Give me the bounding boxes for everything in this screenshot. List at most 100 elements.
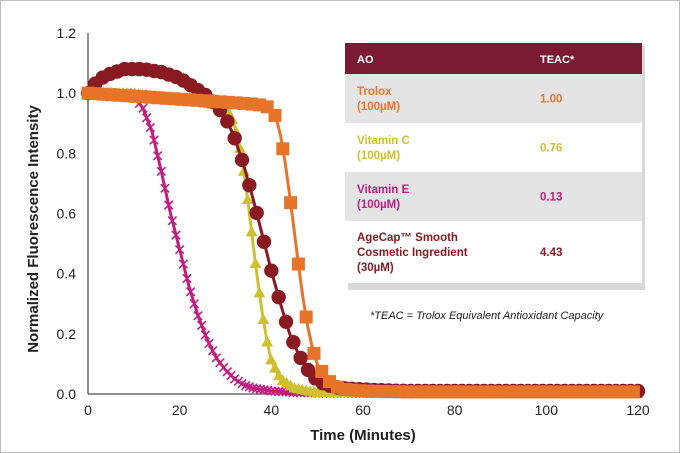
data-point-circle bbox=[256, 234, 272, 249]
data-point-square bbox=[268, 108, 282, 122]
x-tick-label: 20 bbox=[172, 402, 188, 418]
table-cell-ao: AgeCap™ Smooth bbox=[357, 232, 458, 244]
data-point-triangle bbox=[257, 313, 270, 325]
data-point-x bbox=[178, 259, 189, 269]
table-cell-teac: 0.76 bbox=[540, 143, 562, 155]
table-row bbox=[345, 123, 642, 172]
table-cell-teac: 1.00 bbox=[540, 94, 562, 106]
x-tick-label: 0 bbox=[84, 402, 92, 418]
data-point-x bbox=[156, 166, 167, 177]
y-tick-label: 0.2 bbox=[57, 326, 77, 342]
table-header-ao: AO bbox=[357, 54, 374, 66]
data-point-x bbox=[204, 338, 214, 349]
data-point-x bbox=[207, 345, 218, 356]
data-point-circle bbox=[264, 263, 279, 278]
x-tick-label: 80 bbox=[447, 402, 463, 418]
y-tick-label: 0.0 bbox=[57, 386, 77, 402]
table-cell-teac: 0.13 bbox=[540, 192, 562, 204]
legend-table: AO TEAC* Trolox (100µM) 1.00 Vitamin C (100µM)… bbox=[345, 43, 645, 290]
data-point-triangle bbox=[261, 335, 274, 347]
data-point-triangle bbox=[233, 142, 246, 153]
data-point-x bbox=[167, 215, 178, 226]
table-cell-ao: Cosmetic Ingredient bbox=[357, 247, 468, 259]
data-point-x bbox=[273, 386, 284, 397]
data-point-x bbox=[248, 383, 258, 393]
data-point-triangle bbox=[269, 362, 281, 373]
table-cell-ao: Trolox bbox=[357, 86, 392, 98]
table-cell-ao: Vitamin C bbox=[357, 135, 410, 147]
data-point-x bbox=[138, 103, 148, 113]
data-point-triangle bbox=[253, 286, 266, 298]
y-tick-label: 0.6 bbox=[57, 206, 77, 222]
table-cell-ao: Vitamin E bbox=[357, 184, 410, 196]
table-row bbox=[345, 74, 642, 123]
series-square bbox=[81, 86, 640, 399]
data-point-x bbox=[270, 386, 280, 396]
data-point-x bbox=[189, 298, 200, 309]
data-point-x bbox=[193, 311, 203, 321]
y-tick-label: 0.4 bbox=[57, 266, 77, 282]
data-point-x bbox=[196, 320, 207, 331]
data-point-circle bbox=[220, 114, 235, 129]
table-header bbox=[345, 43, 642, 74]
table-cell-teac: 4.43 bbox=[540, 247, 562, 259]
data-point-x bbox=[266, 386, 277, 396]
x-tick-label: 100 bbox=[535, 402, 559, 418]
table-cell-ao: (100µM) bbox=[357, 199, 400, 211]
x-tick-label: 120 bbox=[626, 402, 650, 418]
data-point-x bbox=[255, 384, 266, 394]
data-point-square bbox=[291, 257, 305, 271]
data-point-x bbox=[277, 386, 288, 397]
table-cell-ao: (30µM) bbox=[357, 262, 394, 274]
ticks: 0 20 40 60 80 100 120 0.0 0.2 0.4 0.6 0.8 1.0 1.2 bbox=[57, 25, 650, 418]
data-point-circle bbox=[293, 350, 308, 366]
table-row bbox=[345, 221, 642, 283]
data-point-circle bbox=[234, 152, 250, 168]
data-point-square bbox=[626, 385, 640, 399]
y-tick-label: 1.0 bbox=[57, 85, 77, 101]
data-point-x bbox=[215, 357, 225, 368]
data-point-square bbox=[307, 346, 321, 360]
data-point-circle bbox=[278, 314, 294, 329]
data-point-x bbox=[211, 353, 222, 363]
data-point-x bbox=[171, 230, 181, 240]
data-point-x bbox=[174, 244, 185, 255]
data-point-square bbox=[284, 196, 298, 210]
data-point-circle bbox=[286, 335, 301, 350]
data-point-x bbox=[141, 113, 152, 123]
data-point-x bbox=[152, 150, 163, 161]
x-axis-title: Time (Minutes) bbox=[310, 427, 416, 444]
table-cell-ao: (100µM) bbox=[357, 101, 400, 113]
table-header-teac: TEAC* bbox=[540, 54, 575, 66]
data-point-x bbox=[185, 286, 196, 297]
data-point-square bbox=[299, 310, 313, 324]
data-point-circle bbox=[242, 178, 257, 193]
data-point-square bbox=[315, 364, 329, 378]
data-point-circle bbox=[227, 131, 242, 146]
footnote: *TEAC = Trolox Equivalent Antioxidant Ca… bbox=[370, 310, 605, 322]
data-point-triangle bbox=[249, 257, 262, 268]
data-point-x bbox=[163, 200, 174, 210]
x-tick-label: 40 bbox=[264, 402, 280, 418]
data-point-circle bbox=[271, 289, 286, 305]
data-point-x bbox=[160, 183, 170, 193]
data-point-x bbox=[259, 385, 269, 395]
series-layer bbox=[80, 61, 646, 399]
data-point-triangle bbox=[265, 353, 278, 365]
data-point-triangle bbox=[241, 193, 254, 205]
data-point-x bbox=[149, 135, 159, 145]
data-point-x bbox=[182, 273, 192, 284]
y-tick-label: 0.8 bbox=[57, 145, 77, 161]
y-tick-label: 1.2 bbox=[57, 25, 77, 41]
data-point-x bbox=[145, 122, 156, 133]
y-axis-title: Normalized Fluorescence Intensity bbox=[25, 105, 42, 353]
table-cell-ao: (100µM) bbox=[357, 150, 400, 162]
table-row bbox=[345, 172, 642, 221]
x-tick-label: 60 bbox=[355, 402, 371, 418]
data-point-square bbox=[276, 142, 290, 156]
data-point-x bbox=[200, 330, 211, 340]
data-point-triangle bbox=[245, 225, 258, 237]
data-point-x bbox=[251, 383, 262, 394]
data-point-circle bbox=[249, 205, 264, 221]
